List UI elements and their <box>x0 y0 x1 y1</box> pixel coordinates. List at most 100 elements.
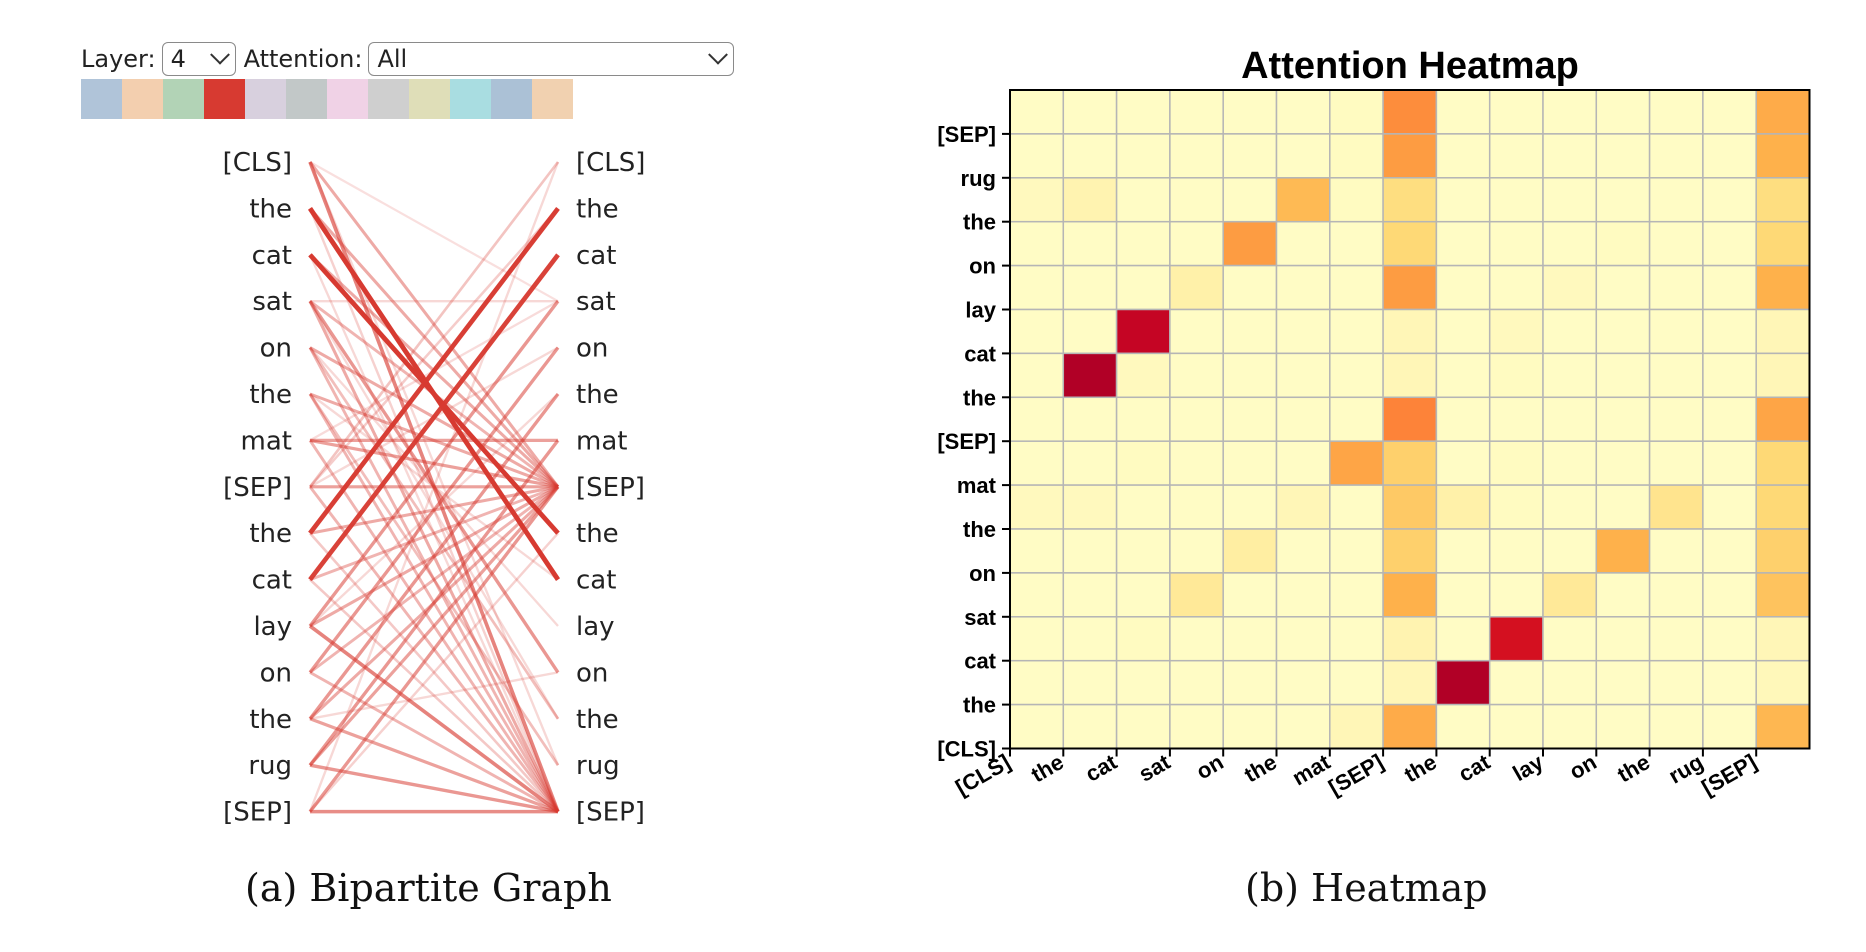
right-token[interactable]: mat <box>576 426 627 456</box>
heatmap-cell <box>1275 440 1331 486</box>
heatmap-cell <box>1062 528 1118 574</box>
attention-edge <box>308 300 560 674</box>
heatmap-cell <box>1648 308 1704 355</box>
heatmap-cell <box>1435 133 1491 179</box>
left-token[interactable]: on <box>260 658 292 688</box>
right-token[interactable]: rug <box>576 751 620 781</box>
left-token[interactable]: [SEP] <box>223 473 292 503</box>
right-token[interactable]: sat <box>576 287 616 317</box>
head-swatch-0[interactable] <box>81 79 122 119</box>
controls-bar: Layer: 4 Attention: All <box>81 40 742 78</box>
left-token[interactable]: rug <box>248 751 292 781</box>
heatmap-cell <box>1329 133 1384 179</box>
heatmap-cell <box>1488 440 1544 486</box>
heatmap-cell <box>1648 572 1704 618</box>
heatmap-cell <box>1169 264 1224 311</box>
right-token[interactable]: the <box>576 705 619 735</box>
heatmap-cell <box>1382 484 1438 530</box>
head-swatch-11[interactable] <box>532 79 573 119</box>
left-token[interactable]: sat <box>252 287 292 317</box>
heatmap-cell <box>1702 89 1757 135</box>
heatmap-cell <box>1595 572 1651 618</box>
heatmap-cell <box>1169 89 1224 135</box>
right-token[interactable]: on <box>576 658 608 688</box>
heatmap-cell <box>1595 703 1651 750</box>
attention-select[interactable]: All <box>368 42 735 76</box>
right-token[interactable]: [SEP] <box>576 473 645 503</box>
heatmap-cell <box>1542 308 1598 355</box>
heatmap-cell <box>1488 528 1544 574</box>
right-token[interactable]: the <box>576 380 619 410</box>
heatmap-cell <box>1169 484 1224 530</box>
head-swatch-3[interactable] <box>204 79 245 119</box>
left-token[interactable]: the <box>249 380 292 410</box>
heatmap-cell <box>1755 703 1811 750</box>
left-token[interactable]: [SEP] <box>223 798 292 828</box>
heatmap-cell <box>1702 308 1757 355</box>
heatmap-cell <box>1329 659 1384 706</box>
right-token[interactable]: cat <box>576 241 616 271</box>
left-token[interactable]: the <box>249 194 292 224</box>
heatmap-cell <box>1222 220 1278 267</box>
heatmap-cell <box>1115 133 1171 179</box>
head-swatch-4[interactable] <box>245 79 286 119</box>
right-token[interactable]: the <box>576 194 619 224</box>
left-token[interactable]: on <box>260 334 292 364</box>
head-swatch-1[interactable] <box>122 79 163 119</box>
layer-select[interactable]: 4 <box>161 42 236 76</box>
right-token[interactable]: [SEP] <box>576 798 645 828</box>
left-token[interactable]: lay <box>253 612 292 642</box>
right-token[interactable]: on <box>576 334 608 364</box>
head-swatch-2[interactable] <box>163 79 204 119</box>
caption-bipartite-graph: (a) Bipartite Graph <box>245 866 612 910</box>
heatmap-y-tick-label: cat <box>964 649 996 674</box>
heatmap-cell <box>1169 703 1224 750</box>
heatmap-x-tick-label: cat <box>1454 749 1495 787</box>
heatmap-cell <box>1648 396 1704 442</box>
attention-edge <box>309 532 559 813</box>
heatmap-cell <box>1542 396 1598 442</box>
attention-edge <box>308 161 560 488</box>
heatmap-y-tick-label: the <box>963 693 996 718</box>
heatmap-y-tick-label: the <box>963 385 996 410</box>
head-swatch-8[interactable] <box>409 79 450 119</box>
head-swatch-9[interactable] <box>450 79 491 119</box>
heatmap-cell <box>1648 89 1704 135</box>
heatmap-cell <box>1222 396 1278 442</box>
heatmap-cell <box>1702 528 1757 574</box>
left-token[interactable]: cat <box>252 241 292 271</box>
head-swatch-7[interactable] <box>368 79 409 119</box>
right-token[interactable]: lay <box>576 612 615 642</box>
attention-edge <box>309 485 559 581</box>
heatmap-y-tick-label: the <box>963 210 996 235</box>
right-token[interactable]: cat <box>576 566 616 596</box>
left-token[interactable]: the <box>249 519 292 549</box>
heatmap-cell <box>1648 133 1704 179</box>
left-token[interactable]: [CLS] <box>223 148 292 178</box>
left-token[interactable]: cat <box>252 566 292 596</box>
right-token[interactable]: [CLS] <box>576 148 645 178</box>
heatmap-cell <box>1329 528 1384 574</box>
head-swatch-5[interactable] <box>286 79 327 119</box>
head-swatch-6[interactable] <box>327 79 368 119</box>
attention-label: Attention: <box>243 45 363 73</box>
heatmap-cell <box>1062 659 1118 706</box>
heatmap-cell <box>1542 659 1598 706</box>
bipartite-graph: [CLS] [CLS] the the cat cat sat sat on on the the ma… <box>223 148 646 828</box>
attention-edge <box>309 161 559 303</box>
heatmap-cell <box>1702 484 1757 530</box>
left-token[interactable]: mat <box>241 426 292 456</box>
heatmap-x-tick-label: cat <box>1081 749 1122 787</box>
heatmap-cell <box>1115 528 1171 574</box>
left-token[interactable]: the <box>249 705 292 735</box>
head-swatch-10[interactable] <box>491 79 532 119</box>
heatmap-cell <box>1169 352 1224 399</box>
heatmap-cell <box>1222 528 1278 574</box>
heatmap-cell <box>1222 484 1278 530</box>
right-token[interactable]: the <box>576 519 619 549</box>
heatmap-cell <box>1382 616 1438 662</box>
heatmap-cell <box>1755 308 1811 355</box>
heatmap-cell <box>1435 440 1491 486</box>
heatmap-cell <box>1382 264 1438 311</box>
